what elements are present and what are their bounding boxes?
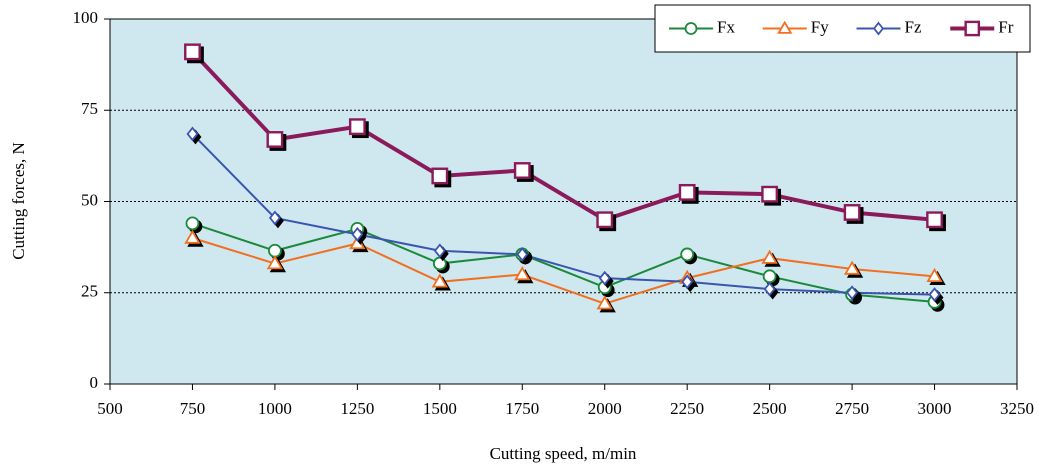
marker [777,20,793,34]
marker [678,183,696,201]
marker [184,229,201,244]
marker [186,126,199,142]
marker [964,20,981,37]
marker [351,226,364,242]
marker [513,162,531,179]
x-tick-label: 1500 [423,399,457,418]
x-tick-label: 1000 [258,399,292,418]
marker [843,204,861,221]
marker [432,256,447,271]
y-tick-label: 100 [73,8,99,27]
marker [598,270,611,286]
legend-label: Fx [717,17,735,36]
y-axis-label: Cutting forces, N [9,142,28,260]
series-line [190,50,935,222]
x-tick-label: 500 [97,399,123,418]
marker [926,267,943,283]
y-tick-label: 75 [81,99,98,118]
x-tick-label: 2250 [670,399,704,418]
marker [596,295,613,310]
marker [431,167,449,185]
legend-label: Fz [905,17,922,36]
marker [268,243,282,258]
marker [431,273,448,288]
marker [928,287,941,303]
legend-label: Fr [998,17,1013,36]
marker [184,43,201,61]
marker [514,266,531,281]
marker [763,281,776,297]
marker [433,243,446,259]
marker [268,210,281,226]
marker [596,211,614,229]
marker [761,185,779,203]
marker [348,118,366,136]
marker [926,211,943,229]
marker [762,269,777,284]
marker [846,285,859,301]
x-tick-label: 1250 [340,399,374,418]
y-tick-label: 50 [81,190,98,209]
x-tick-label: 2500 [753,399,787,418]
y-tick-label: 0 [90,373,99,392]
marker [681,274,694,290]
x-axis-label: Cutting speed, m/min [490,444,637,463]
x-tick-label: 2750 [835,399,869,418]
series-line [191,133,935,296]
marker [349,235,366,250]
x-tick-label: 3000 [918,399,952,418]
x-tick-label: 1750 [505,399,539,418]
marker [761,249,778,264]
series-line [192,237,935,305]
x-tick-label: 3250 [1000,399,1034,418]
marker [684,22,698,35]
marker [266,131,284,148]
x-tick-label: 2000 [588,399,622,418]
marker [872,21,885,36]
legend-label: Fy [811,17,829,36]
marker [516,246,529,262]
marker [843,260,861,275]
marker [266,255,284,270]
marker [185,216,200,231]
x-tick-label: 750 [180,399,206,418]
y-tick-label: 25 [81,282,98,301]
series-line [192,222,935,303]
marker [680,247,695,262]
